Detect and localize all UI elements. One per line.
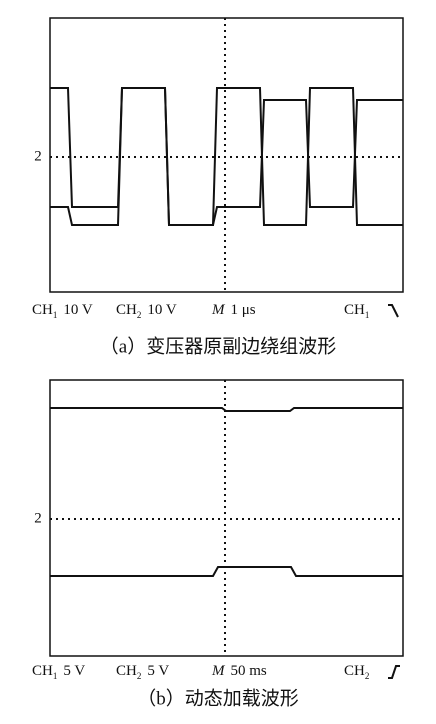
label-value: 1 μs: [231, 302, 256, 318]
channel-marker: 2: [34, 510, 42, 526]
label-sub: 2: [365, 671, 370, 681]
scope-frame: [49, 17, 404, 293]
waveform: [50, 87, 403, 226]
caption: （b）动态加载波形: [137, 687, 299, 709]
label-sub: 2: [137, 310, 142, 320]
label-name: CH: [344, 302, 365, 318]
label-name: M: [211, 302, 226, 318]
label-value: 10 V: [147, 302, 176, 318]
channel-marker: 2: [34, 148, 42, 164]
label-value: 50 ms: [231, 663, 267, 679]
waveform: [50, 87, 403, 226]
trigger-icon: [388, 304, 399, 318]
scale-label: CH2 5 V: [116, 663, 169, 681]
scale-label: CH1 5 V: [32, 663, 85, 681]
label-name: CH: [116, 302, 137, 318]
scale-label: CH2 10 V: [116, 302, 177, 320]
label-name: CH: [32, 302, 53, 318]
label-sub: 2: [137, 671, 142, 681]
label-name: CH: [32, 663, 53, 679]
label-name: CH: [116, 663, 137, 679]
label-sub: 1: [53, 310, 58, 320]
scale-label: CH1: [344, 302, 369, 320]
label-sub: 1: [365, 310, 370, 320]
label-value: 10 V: [63, 302, 92, 318]
waveform: [50, 407, 403, 412]
label-name: CH: [344, 663, 365, 679]
waveform: [50, 566, 403, 577]
scale-label: M 1 μs: [211, 302, 256, 318]
label-name: M: [211, 663, 226, 679]
label-value: 5 V: [147, 663, 169, 679]
scale-label: M 50 ms: [211, 663, 267, 679]
scale-label: CH1 10 V: [32, 302, 93, 320]
label-value: 5 V: [63, 663, 85, 679]
scale-label: CH2: [344, 663, 369, 681]
label-sub: 1: [53, 671, 58, 681]
trigger-icon: [388, 665, 400, 679]
caption: （a）变压器原副边绕组波形: [100, 335, 336, 357]
